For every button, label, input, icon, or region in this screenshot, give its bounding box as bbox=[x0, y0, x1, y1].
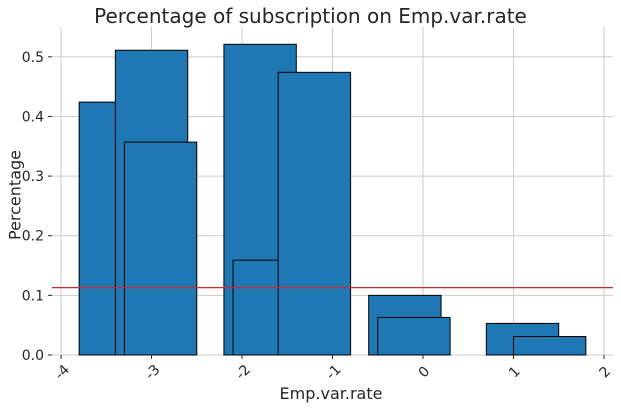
y-tick-label: 0.1 bbox=[22, 288, 44, 304]
y-tick-label: 0.2 bbox=[22, 229, 44, 245]
y-tick-label: 0.0 bbox=[22, 348, 44, 364]
x-tick-label: 1 bbox=[506, 364, 524, 382]
x-tick-label: 0 bbox=[416, 364, 434, 382]
x-tick-label: -1 bbox=[323, 362, 344, 383]
bar bbox=[123, 141, 198, 356]
bar bbox=[377, 316, 451, 356]
y-tick-label: 0.3 bbox=[22, 169, 44, 185]
x-tick-label: 2 bbox=[597, 364, 615, 382]
bar bbox=[277, 71, 352, 356]
x-axis-label: Emp.var.rate bbox=[279, 384, 383, 403]
y-tick-label: 0.4 bbox=[22, 109, 44, 125]
y-tick-label: 0.5 bbox=[22, 50, 44, 66]
chart-title: Percentage of subscription on Emp.var.ra… bbox=[94, 4, 527, 28]
x-tick-label: -4 bbox=[52, 362, 73, 383]
bar bbox=[512, 336, 587, 356]
x-tick-label: -3 bbox=[142, 362, 163, 383]
x-tick-label: -2 bbox=[233, 362, 254, 383]
